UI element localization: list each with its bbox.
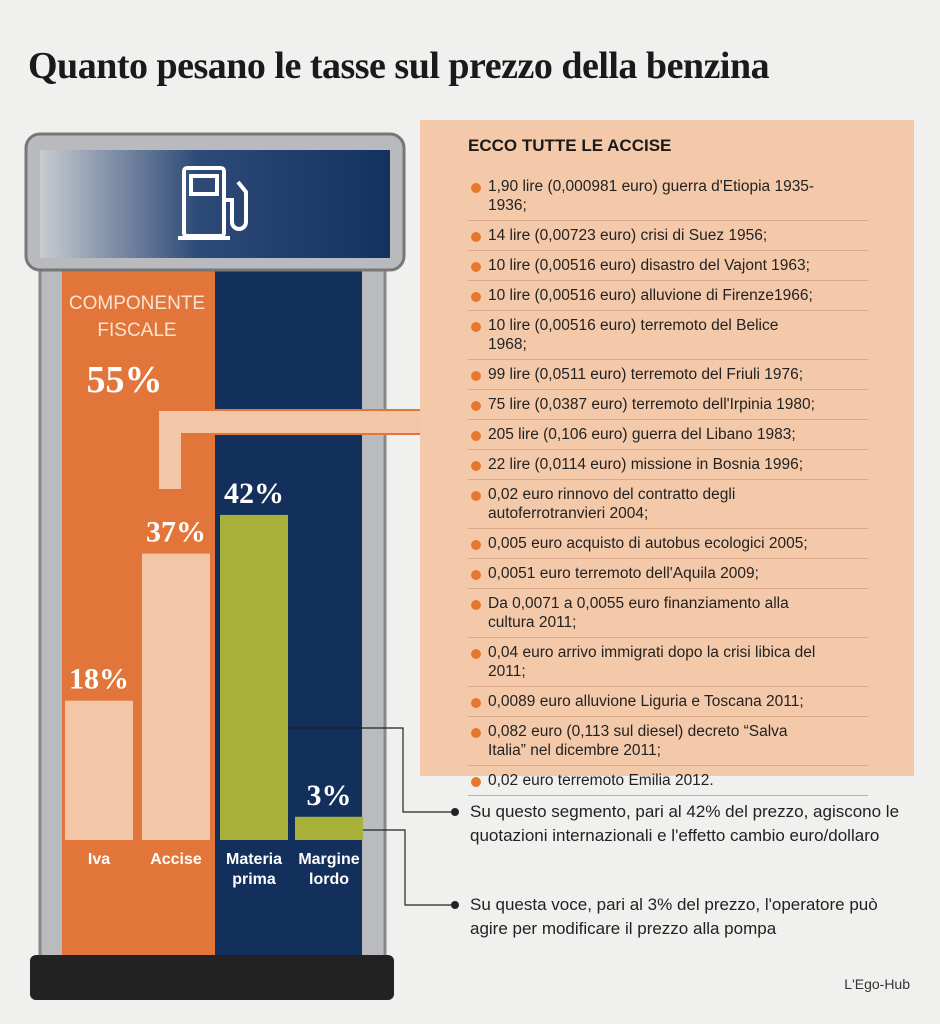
accise-item: 10 lire (0,00516 euro) alluvione di Fire… bbox=[468, 281, 868, 311]
bar bbox=[220, 514, 288, 840]
category-label: Margine lordo bbox=[298, 851, 360, 888]
value-label: 37% bbox=[146, 516, 206, 549]
bar bbox=[142, 553, 210, 840]
accise-item: 0,082 euro (0,113 sul diesel) decreto “S… bbox=[468, 717, 868, 766]
value-label: 3% bbox=[307, 779, 352, 812]
value-label: 18% bbox=[69, 663, 129, 696]
accise-list: 1,90 lire (0,000981 euro) guerra d'Etiop… bbox=[468, 172, 868, 796]
group-total: 55% bbox=[86, 359, 163, 401]
bullet bbox=[471, 461, 481, 471]
accise-title: ECCO TUTTE LE ACCISE bbox=[468, 136, 672, 155]
accise-item: 1,90 lire (0,000981 euro) guerra d'Etiop… bbox=[468, 172, 868, 221]
accise-text: 75 lire (0,0387 euro) terremoto dell'Irp… bbox=[488, 396, 815, 413]
accise-text: 0,005 euro acquisto di autobus ecologici… bbox=[488, 535, 808, 552]
accise-text: 0,02 euro terremoto Emilia 2012. bbox=[488, 772, 714, 789]
accise-text: 10 lire (0,00516 euro) terremoto del Bel… bbox=[488, 317, 779, 353]
annotation: Su questa voce, pari al 3% del prezzo, l… bbox=[470, 895, 878, 938]
accise-text: 99 lire (0,0511 euro) terremoto del Friu… bbox=[488, 366, 804, 383]
accise-item: 14 lire (0,00723 euro) crisi di Suez 195… bbox=[468, 221, 868, 251]
bullet bbox=[471, 491, 481, 501]
bullet bbox=[471, 570, 481, 580]
accise-item: 75 lire (0,0387 euro) terremoto dell'Irp… bbox=[468, 390, 868, 420]
pump-base bbox=[30, 955, 394, 1000]
accise-text: 0,082 euro (0,113 sul diesel) decreto “S… bbox=[488, 723, 788, 759]
bullet bbox=[471, 698, 481, 708]
source: L'Ego-Hub bbox=[844, 976, 910, 992]
category-label: Iva bbox=[87, 851, 111, 868]
accise-text: 1,90 lire (0,000981 euro) guerra d'Etiop… bbox=[488, 178, 815, 214]
group-label: COMPONENTE FISCALE bbox=[68, 293, 206, 341]
bullet bbox=[471, 183, 481, 193]
accise-text: 10 lire (0,00516 euro) alluvione di Fire… bbox=[488, 287, 813, 304]
accise-item: 22 lire (0,0114 euro) missione in Bosnia… bbox=[468, 450, 868, 480]
accise-item: 0,02 euro terremoto Emilia 2012. bbox=[468, 766, 868, 796]
accise-text: 22 lire (0,0114 euro) missione in Bosnia… bbox=[488, 456, 804, 473]
bar bbox=[65, 700, 133, 840]
category-label: Materia prima bbox=[225, 851, 283, 888]
value-label: 42% bbox=[224, 477, 284, 510]
accise-item: 205 lire (0,106 euro) guerra del Libano … bbox=[468, 420, 868, 450]
accise-item: 0,0089 euro alluvione Liguria e Toscana … bbox=[468, 687, 868, 717]
bullet bbox=[471, 600, 481, 610]
bullet bbox=[471, 371, 481, 381]
accise-text: 0,04 euro arrivo immigrati dopo la crisi… bbox=[488, 644, 816, 680]
accise-item: 0,04 euro arrivo immigrati dopo la crisi… bbox=[468, 638, 868, 687]
accise-text: Da 0,0071 a 0,0055 euro finanziamento al… bbox=[488, 595, 789, 631]
leader-dot bbox=[451, 808, 459, 816]
accise-item: 10 lire (0,00516 euro) terremoto del Bel… bbox=[468, 311, 868, 360]
accise-text: 205 lire (0,106 euro) guerra del Libano … bbox=[488, 426, 796, 443]
bullet bbox=[471, 232, 481, 242]
bullet bbox=[471, 540, 481, 550]
accise-item: 0,02 euro rinnovo del contratto degli au… bbox=[468, 480, 868, 529]
accise-text: 0,02 euro rinnovo del contratto degli au… bbox=[488, 486, 736, 522]
accise-item: 0,005 euro acquisto di autobus ecologici… bbox=[468, 529, 868, 559]
accise-item: 99 lire (0,0511 euro) terremoto del Friu… bbox=[468, 360, 868, 390]
bullet bbox=[471, 777, 481, 787]
fuel-icon bbox=[178, 166, 248, 240]
accise-panel: ECCO TUTTE LE ACCISE 1,90 lire (0,000981… bbox=[420, 120, 914, 796]
accise-text: 14 lire (0,00723 euro) crisi di Suez 195… bbox=[488, 227, 768, 244]
leader-dot bbox=[451, 901, 459, 909]
annotation: Su questo segmento, pari al 42% del prez… bbox=[470, 802, 900, 845]
accise-item: 10 lire (0,00516 euro) disastro del Vajo… bbox=[468, 251, 868, 281]
bullet bbox=[471, 728, 481, 738]
bullet bbox=[471, 322, 481, 332]
leader-lines bbox=[254, 727, 452, 906]
category-label: Accise bbox=[150, 851, 202, 868]
bullet bbox=[471, 401, 481, 411]
bullet bbox=[471, 292, 481, 302]
bullet bbox=[471, 431, 481, 441]
accise-text: 0,0089 euro alluvione Liguria e Toscana … bbox=[488, 693, 804, 710]
bar bbox=[295, 816, 363, 840]
bullet bbox=[471, 649, 481, 659]
accise-item: 0,0051 euro terremoto dell'Aquila 2009; bbox=[468, 559, 868, 589]
bullet bbox=[471, 262, 481, 272]
accise-text: 10 lire (0,00516 euro) disastro del Vajo… bbox=[488, 257, 810, 274]
title: Quanto pesano le tasse sul prezzo della … bbox=[28, 45, 770, 87]
accise-text: 0,0051 euro terremoto dell'Aquila 2009; bbox=[488, 565, 759, 582]
accise-item: Da 0,0071 a 0,0055 euro finanziamento al… bbox=[468, 589, 868, 638]
